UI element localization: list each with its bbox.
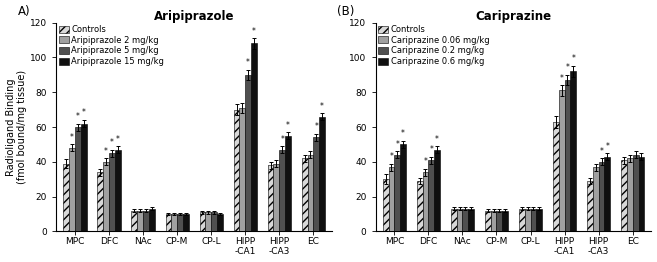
- Bar: [103, 162, 109, 232]
- Bar: [149, 209, 154, 232]
- Text: *: *: [401, 129, 405, 138]
- Bar: [267, 165, 273, 232]
- Bar: [109, 153, 115, 232]
- Title: Cariprazine: Cariprazine: [476, 10, 552, 23]
- Bar: [587, 181, 593, 232]
- Bar: [211, 212, 217, 232]
- Text: A): A): [18, 6, 30, 18]
- Bar: [451, 209, 457, 232]
- Text: *: *: [429, 145, 433, 154]
- Bar: [422, 172, 428, 232]
- Bar: [639, 157, 645, 232]
- Bar: [234, 110, 239, 232]
- Bar: [279, 150, 285, 232]
- Text: *: *: [396, 140, 399, 149]
- Text: *: *: [116, 135, 120, 144]
- Text: (B): (B): [337, 6, 354, 18]
- Text: *: *: [104, 147, 108, 156]
- Bar: [604, 157, 610, 232]
- Bar: [491, 211, 497, 232]
- Bar: [137, 211, 143, 232]
- Text: *: *: [286, 121, 290, 130]
- Bar: [394, 155, 400, 232]
- Bar: [143, 211, 149, 232]
- Bar: [217, 214, 223, 232]
- Legend: Controls, Aripiprazole 2 mg/kg, Aripiprazole 5 mg/kg, Aripiprazole 15 mg/kg: Controls, Aripiprazole 2 mg/kg, Aripipra…: [57, 23, 166, 68]
- Bar: [97, 172, 103, 232]
- Bar: [200, 212, 206, 232]
- Bar: [564, 80, 570, 232]
- Bar: [593, 167, 599, 232]
- Bar: [400, 144, 406, 232]
- Text: *: *: [81, 108, 85, 117]
- Bar: [383, 179, 388, 232]
- Bar: [307, 155, 313, 232]
- Bar: [519, 209, 525, 232]
- Bar: [468, 209, 474, 232]
- Bar: [531, 209, 536, 232]
- Bar: [463, 209, 468, 232]
- Text: *: *: [566, 63, 570, 72]
- Text: *: *: [424, 157, 428, 166]
- Text: *: *: [320, 101, 324, 111]
- Bar: [285, 136, 291, 232]
- Bar: [245, 75, 251, 232]
- Legend: Controls, Cariprazine 0.06 mg/kg, Cariprazine 0.2 mg/kg, Cariprazine 0.6 mg/kg: Controls, Cariprazine 0.06 mg/kg, Caripr…: [376, 23, 491, 68]
- Bar: [319, 117, 325, 232]
- Bar: [633, 155, 639, 232]
- Bar: [75, 127, 81, 232]
- Bar: [183, 214, 189, 232]
- Text: *: *: [560, 74, 564, 83]
- Text: *: *: [314, 122, 318, 131]
- Bar: [434, 150, 440, 232]
- Y-axis label: Radioligand Binding
(fmol bound/mg tissue): Radioligand Binding (fmol bound/mg tissu…: [5, 70, 27, 184]
- Bar: [63, 163, 69, 232]
- Bar: [115, 150, 121, 232]
- Bar: [177, 214, 183, 232]
- Bar: [273, 163, 279, 232]
- Bar: [502, 211, 508, 232]
- Text: *: *: [246, 58, 250, 67]
- Bar: [570, 71, 576, 232]
- Bar: [599, 162, 604, 232]
- Text: *: *: [70, 133, 74, 142]
- Bar: [131, 211, 137, 232]
- Bar: [417, 181, 422, 232]
- Text: *: *: [572, 54, 576, 63]
- Text: *: *: [252, 27, 256, 36]
- Bar: [536, 209, 542, 232]
- Title: Aripiprazole: Aripiprazole: [154, 10, 235, 23]
- Bar: [627, 158, 633, 232]
- Bar: [302, 158, 307, 232]
- Bar: [559, 90, 564, 232]
- Bar: [388, 167, 394, 232]
- Bar: [206, 212, 211, 232]
- Bar: [81, 124, 87, 232]
- Bar: [69, 148, 75, 232]
- Bar: [553, 122, 559, 232]
- Text: *: *: [281, 135, 284, 144]
- Text: *: *: [435, 135, 439, 144]
- Bar: [457, 209, 463, 232]
- Text: *: *: [605, 141, 609, 151]
- Text: *: *: [390, 152, 394, 161]
- Bar: [239, 108, 245, 232]
- Bar: [313, 138, 319, 232]
- Text: *: *: [76, 112, 79, 121]
- Bar: [166, 214, 171, 232]
- Text: *: *: [110, 138, 114, 147]
- Text: *: *: [600, 147, 604, 156]
- Bar: [251, 43, 257, 232]
- Bar: [525, 209, 531, 232]
- Bar: [428, 160, 434, 232]
- Bar: [497, 211, 502, 232]
- Bar: [485, 211, 491, 232]
- Bar: [171, 214, 177, 232]
- Bar: [621, 160, 627, 232]
